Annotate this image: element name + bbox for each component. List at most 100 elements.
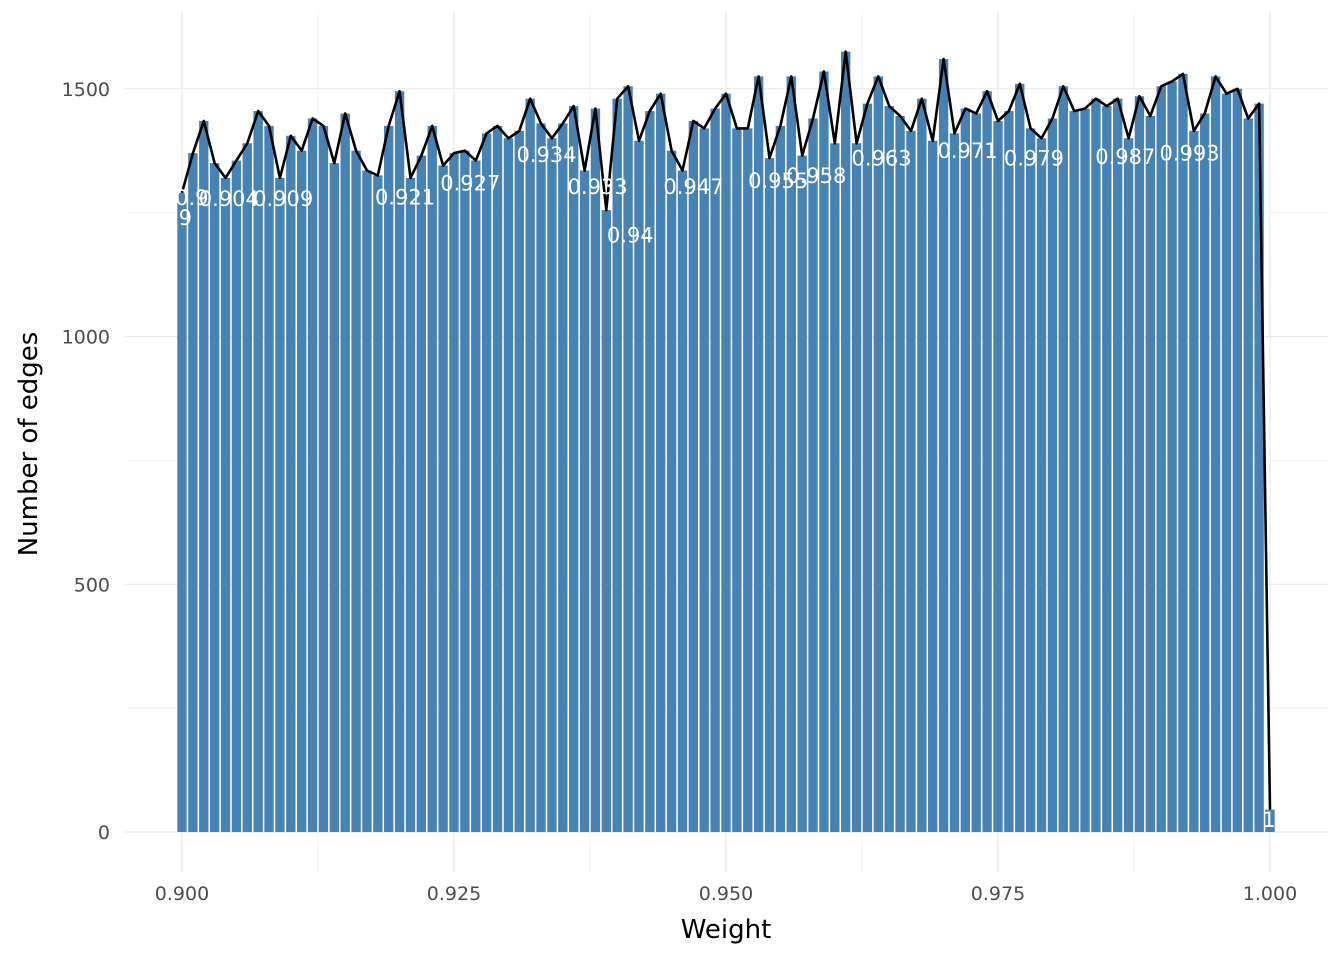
bar-value-label: 0.987 (1095, 145, 1155, 169)
histogram-bar (405, 177, 416, 832)
histogram-bar (764, 158, 775, 832)
histogram-bar (536, 123, 546, 832)
histogram-bar (1113, 98, 1123, 832)
bar-value-label: 0.993 (1159, 142, 1219, 166)
histogram-bar (656, 93, 666, 832)
histogram-bar (220, 177, 231, 832)
histogram-bar (579, 170, 590, 832)
histogram-bar (743, 128, 753, 832)
histogram-bar (373, 175, 383, 832)
bar-value-label: 0.955 (748, 169, 808, 193)
bar-value-label: 0.979 (1004, 147, 1064, 171)
histogram-bar (318, 125, 329, 832)
histogram-bar (1080, 108, 1090, 832)
bar-value-label: 0.927 (440, 171, 500, 195)
histogram-bar (1047, 118, 1058, 833)
histogram-bar (460, 150, 470, 832)
histogram-bar (1167, 81, 1177, 832)
histogram-bar (1091, 98, 1101, 832)
histogram-bar (862, 103, 873, 833)
histogram-bar (851, 143, 862, 832)
histogram-bar (830, 143, 840, 832)
histogram-bar (1036, 138, 1047, 833)
x-tick-label: 0.925 (427, 883, 481, 905)
histogram-bar (1232, 88, 1243, 832)
histogram-bar (449, 153, 459, 832)
bar-value-label: 0.9 (175, 186, 208, 210)
histogram-bar (427, 125, 437, 832)
histogram-bar (590, 108, 601, 832)
histogram-bar (1243, 118, 1253, 833)
histogram-bar (1145, 116, 1155, 832)
histogram-bar (841, 51, 851, 832)
histogram-bar (688, 120, 699, 832)
histogram-bar (612, 98, 622, 832)
histogram-bar (492, 125, 503, 832)
histogram-bar (971, 113, 981, 832)
histogram-bar (231, 160, 242, 833)
histogram-bar (917, 98, 927, 832)
histogram-bar (993, 120, 1003, 832)
histogram-bar (1178, 73, 1188, 832)
bar-value-label: 0.94 (607, 223, 654, 247)
histogram-bar (884, 106, 894, 833)
histogram-bar (906, 130, 916, 832)
histogram-bar (209, 163, 220, 832)
histogram-bar (394, 91, 405, 833)
histogram-bar (753, 76, 764, 833)
histogram-bar (1025, 128, 1036, 832)
histogram-bar (242, 143, 252, 832)
x-tick-label: 0.900 (155, 883, 209, 905)
histogram-bar (1254, 103, 1264, 833)
histogram-bar (1189, 130, 1199, 832)
histogram-bar (199, 120, 209, 832)
frequency-line-layer (180, 50, 1272, 810)
histogram-bar (188, 153, 198, 832)
histogram-bar (264, 125, 274, 832)
bar-value-label: 0.963 (852, 147, 912, 171)
histogram-bar (503, 138, 514, 833)
histogram-bar (558, 123, 568, 832)
x-axis-ticks: 0.900 0.925 0.950 0.975 1.000 (155, 883, 1297, 905)
histogram-bar (710, 108, 720, 832)
histogram-bar (1123, 138, 1134, 833)
histogram-bar (1004, 111, 1014, 833)
histogram-bar (253, 111, 263, 833)
y-axis-ticks: 0 500 1000 1500 (62, 79, 110, 844)
histogram-bar (481, 133, 492, 833)
bar-value-label: 0.971 (937, 139, 997, 163)
histogram-bar (286, 135, 296, 832)
histogram-bar (775, 125, 786, 832)
histogram-bar (525, 98, 535, 832)
histogram-bar (307, 118, 318, 833)
histogram-bar (1102, 106, 1112, 833)
histogram-bar (1156, 86, 1166, 832)
bar-value-label: 0.904 (199, 187, 259, 211)
x-axis-title: Weight (681, 915, 772, 945)
histogram-bar (949, 133, 960, 833)
bar-value-label: .9 (172, 206, 192, 230)
histogram-bar (1210, 76, 1221, 833)
histogram-bar (721, 93, 731, 832)
y-tick-label: 1000 (62, 327, 110, 349)
histogram-bar (873, 76, 883, 833)
histogram-bar (416, 155, 427, 832)
bar-value-label: 1 (1262, 808, 1275, 832)
histogram-bar (438, 165, 448, 833)
bar-value-label: 0.909 (253, 187, 313, 211)
histogram-bar (1134, 96, 1145, 833)
histogram-bar (634, 140, 644, 832)
y-tick-label: 0 (98, 822, 110, 844)
histogram-bar (677, 170, 688, 832)
histogram-bar (645, 111, 655, 833)
histogram-bar (895, 116, 905, 832)
histogram-bar (623, 86, 633, 832)
x-tick-label: 1.000 (1243, 883, 1297, 905)
histogram-bar (666, 150, 677, 832)
histogram-bar (1015, 83, 1025, 833)
histogram-bar (982, 91, 992, 833)
y-tick-label: 1500 (62, 79, 110, 101)
histogram-bar (569, 106, 579, 833)
y-axis-title: Number of edges (14, 332, 44, 557)
